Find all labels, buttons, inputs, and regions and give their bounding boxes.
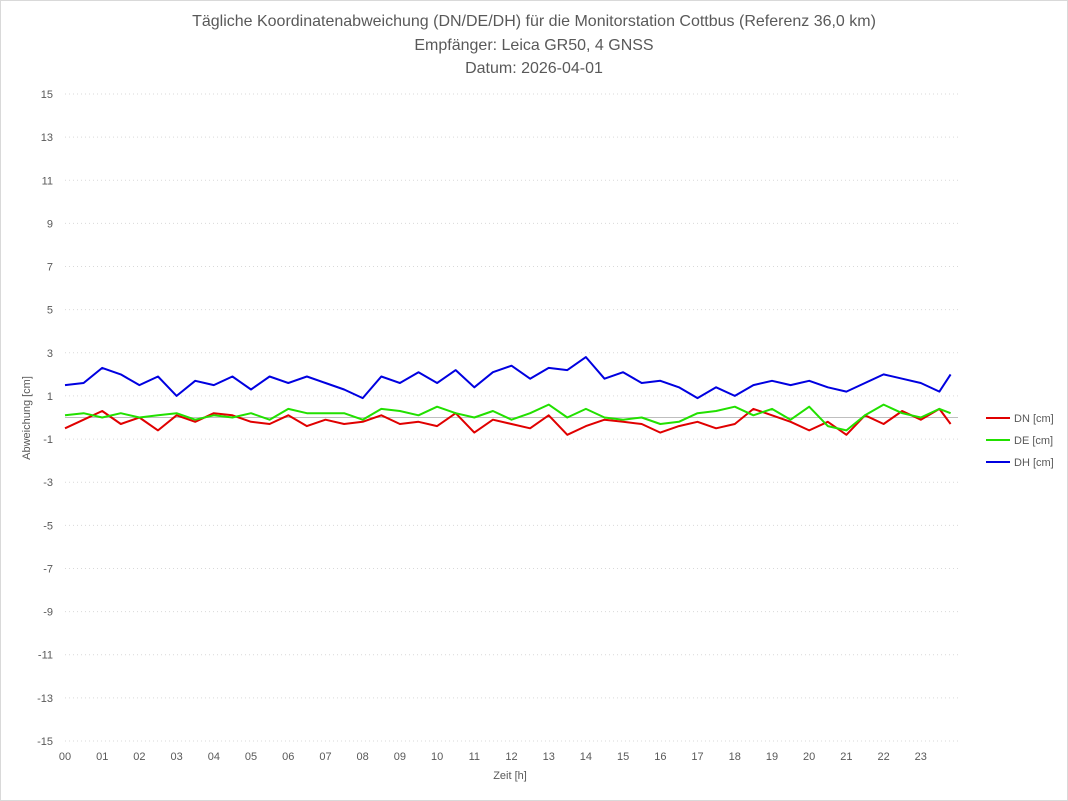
x-tick-label: 05 — [245, 751, 257, 763]
series-line-dh — [64, 356, 952, 400]
x-tick-label: 16 — [654, 751, 666, 763]
x-tick-label: 13 — [543, 751, 555, 763]
y-tick-label: -11 — [38, 650, 53, 662]
legend-label: DN [cm] — [1014, 413, 1054, 425]
y-tick-label: -13 — [37, 693, 53, 705]
y-tick-label: 13 — [41, 132, 53, 144]
y-tick-label: -3 — [43, 477, 53, 489]
x-tick-label: 14 — [580, 751, 592, 763]
y-axis-title: Abweichung [cm] — [21, 376, 33, 460]
x-tick-label: 23 — [915, 751, 927, 763]
y-tick-labels: 15 13 11 9 7 5 3 1 -1 -3 -5 -7 -9 -11 -13 -15 — [37, 89, 53, 748]
x-tick-labels: 00 01 02 03 04 05 06 07 08 09 10 11 12 13 14 15 16 17 18 19… — [59, 751, 927, 763]
x-tick-label: 21 — [840, 751, 852, 763]
grid-lines — [65, 93, 958, 742]
x-tick-label: 19 — [766, 751, 778, 763]
x-tick-label: 17 — [691, 751, 703, 763]
x-tick-label: 04 — [208, 751, 220, 763]
x-tick-label: 09 — [394, 751, 406, 763]
y-tick-label: 7 — [47, 262, 53, 274]
y-tick-label: 9 — [47, 218, 53, 230]
x-tick-label: 22 — [877, 751, 889, 763]
x-tick-label: 18 — [729, 751, 741, 763]
x-tick-label: 01 — [96, 751, 108, 763]
x-axis-title: Zeit [h] — [493, 770, 527, 782]
y-tick-label: 11 — [42, 175, 53, 187]
x-tick-label: 07 — [319, 751, 331, 763]
x-tick-label: 08 — [357, 751, 369, 763]
x-tick-label: 20 — [803, 751, 815, 763]
x-tick-label: 11 — [469, 751, 480, 763]
x-tick-label: 03 — [171, 751, 183, 763]
x-tick-label: 15 — [617, 751, 629, 763]
y-tick-label: 3 — [47, 348, 53, 360]
series-lines — [64, 356, 952, 436]
chart-title: Tägliche Koordinatenabweichung (DN/DE/DH… — [192, 13, 876, 30]
legend: DN [cm] DE [cm] DH [cm] — [986, 413, 1054, 469]
chart-date: Datum: 2026-04-01 — [465, 60, 603, 77]
x-tick-label: 00 — [59, 751, 71, 763]
y-tick-label: -7 — [43, 563, 53, 575]
x-tick-label: 02 — [133, 751, 145, 763]
y-tick-label: 5 — [47, 305, 53, 317]
y-tick-label: -9 — [43, 607, 53, 619]
y-tick-label: -1 — [43, 434, 53, 446]
y-tick-label: 1 — [47, 391, 53, 403]
y-tick-label: -15 — [37, 736, 53, 748]
legend-label: DE [cm] — [1014, 435, 1053, 447]
legend-label: DH [cm] — [1014, 457, 1054, 469]
y-tick-label: -5 — [43, 520, 53, 532]
series-line-de — [64, 403, 951, 432]
y-tick-label: 15 — [41, 89, 53, 101]
series-line-dn — [64, 407, 952, 436]
x-tick-label: 12 — [505, 751, 517, 763]
x-tick-label: 10 — [431, 751, 443, 763]
chart-subtitle: Empfänger: Leica GR50, 4 GNSS — [414, 37, 654, 54]
x-tick-label: 06 — [282, 751, 294, 763]
